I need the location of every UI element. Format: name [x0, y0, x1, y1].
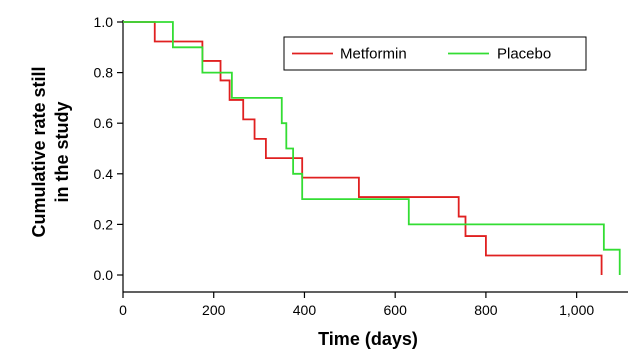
y-axis-title-line-1: Cumulative rate still: [29, 66, 49, 237]
series-layer: [123, 21, 621, 275]
x-tick-label: 1,000: [559, 302, 594, 318]
ticks: 0.0 0.2 0.4 0.6 0.8 1.0 0 200 400 600 800 1,000: [94, 14, 595, 318]
y-axis-title-line-2: in the study: [52, 101, 72, 202]
series-line-metformin: [123, 21, 603, 275]
legend-label-placebo: Placebo: [497, 46, 551, 63]
x-tick-label: 600: [384, 302, 408, 318]
legend: Metformin Placebo: [283, 36, 587, 71]
legend-box: [283, 36, 587, 71]
x-tick-label: 800: [474, 302, 498, 318]
y-tick-label: 0.2: [94, 216, 114, 232]
legend-label-metformin: Metformin: [340, 46, 407, 63]
y-tick-label: 0.0: [94, 267, 114, 283]
series-line-placebo: [123, 21, 621, 275]
y-tick-label: 0.8: [94, 65, 114, 81]
axes: [122, 20, 628, 293]
x-tick-label: 200: [202, 302, 226, 318]
y-tick-label: 0.4: [94, 166, 114, 182]
x-tick-label: 0: [119, 302, 127, 318]
y-tick-label: 1.0: [94, 14, 114, 30]
x-tick-label: 400: [293, 302, 317, 318]
x-axis-title: Time (days): [318, 329, 418, 349]
y-tick-label: 0.6: [94, 115, 114, 131]
y-axis-title: Cumulative rate still in the study: [29, 66, 72, 237]
